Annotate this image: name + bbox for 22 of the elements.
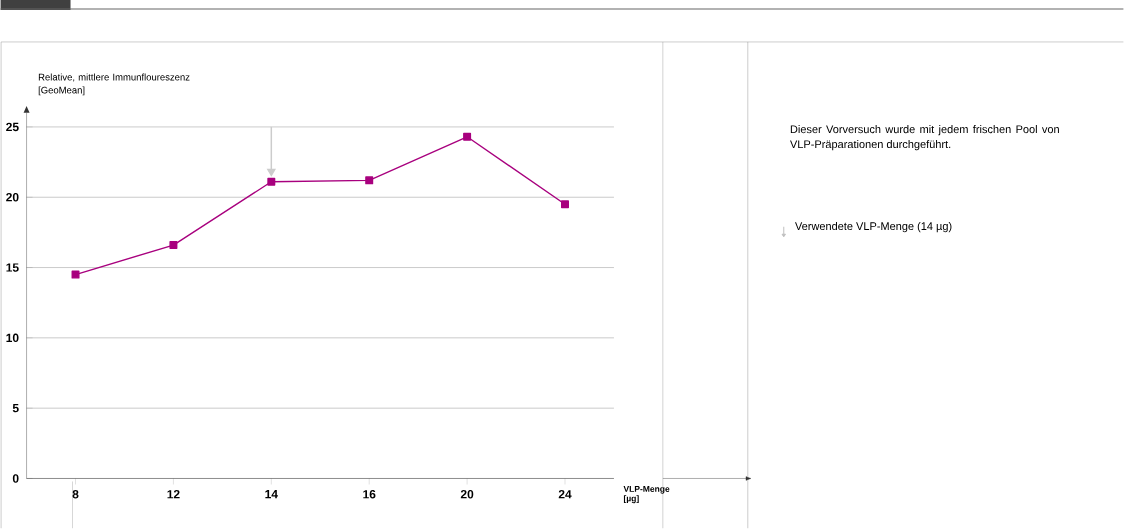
y-tick-label: 15: [6, 263, 19, 272]
y-tick-label: 0: [12, 474, 19, 483]
y-tick-label: 25: [6, 122, 19, 132]
text: Dieser Vorversuch wurde mit jedem frischen Pool von VLP-Präparationen durchgeführt.: [790, 125, 1059, 151]
point: [365, 176, 374, 185]
point: [71, 270, 80, 279]
point: [267, 177, 276, 186]
y-tick-label: 5: [12, 404, 19, 413]
point: [463, 132, 472, 141]
point: [561, 200, 569, 209]
text: Verwendete VLP-Menge (14 µg): [795, 222, 952, 233]
x-tick-label: 20: [460, 490, 474, 499]
point: [169, 241, 178, 250]
y-tick-label: 20: [6, 193, 19, 202]
x-tick-label: 12: [167, 490, 180, 499]
x-tick-label: 14: [265, 490, 278, 499]
y-axis-title: Relative, mittlere Immunfloureszenz [GeoMean]: [38, 73, 190, 96]
x-axis-title: VLP-Menge [µg]: [623, 486, 670, 504]
x-tick-label: 16: [363, 490, 376, 499]
x-tick-label: 24: [558, 490, 572, 499]
x-tick-label: 8: [72, 490, 79, 499]
y-tick-label: 10: [6, 333, 19, 343]
